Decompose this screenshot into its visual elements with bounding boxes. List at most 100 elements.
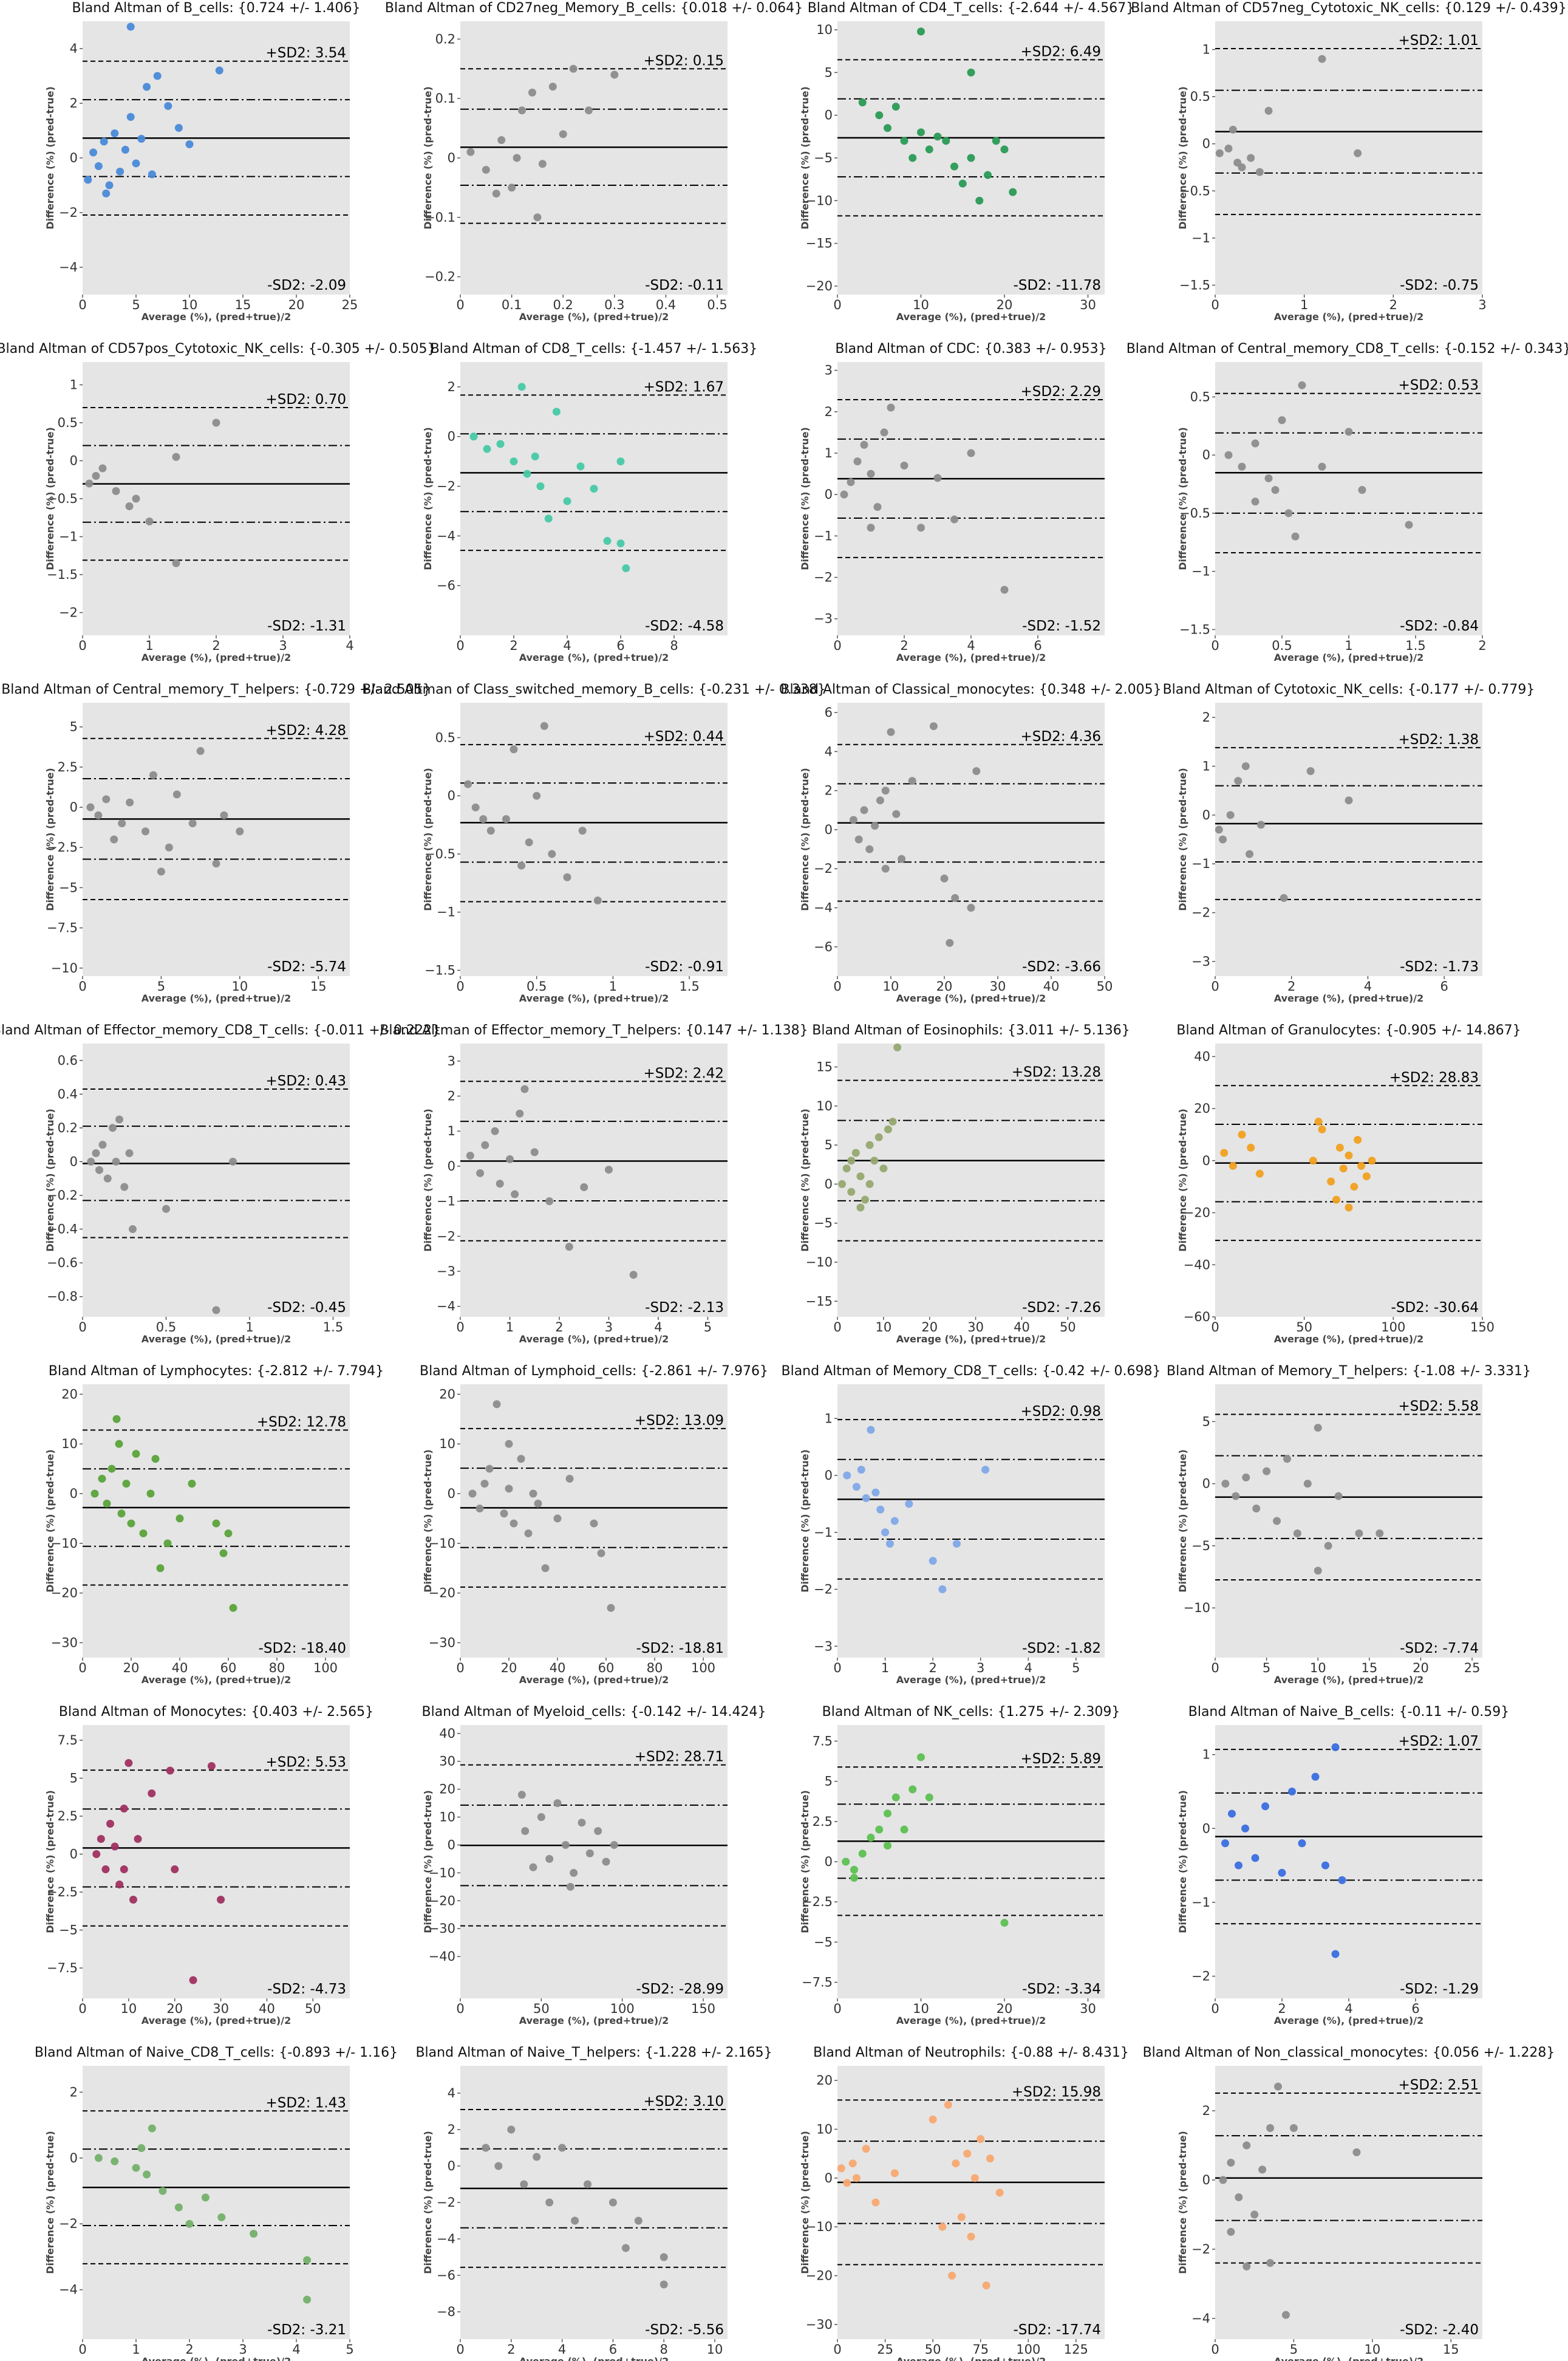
bland-altman-chart: Bland Altman of Central_memory_T_helpers… [1, 682, 431, 1004]
y-tick-label: −20 [429, 1893, 455, 1908]
sd2-lower-label: -SD2: -18.40 [259, 1641, 346, 1656]
chart-title: Bland Altman of Class_switched_memory_B_… [362, 682, 825, 697]
plot-area [837, 362, 1105, 635]
data-point [1242, 2262, 1251, 2270]
data-point [963, 2150, 972, 2158]
data-point [483, 445, 491, 453]
sd2-lower-label: -SD2: -5.74 [267, 959, 346, 975]
data-point [469, 432, 478, 441]
data-point [925, 145, 933, 154]
x-tick-label: 100 [1381, 1320, 1405, 1334]
sd2-lower-label: -SD2: -7.26 [1022, 1300, 1101, 1316]
data-point [518, 106, 527, 115]
x-tick-label: 10 [707, 2342, 723, 2357]
data-point [533, 213, 542, 222]
y-tick-label: −15 [806, 1294, 833, 1308]
data-point [1354, 1136, 1362, 1144]
y-axis-label: Difference (%) (pred-true) [422, 768, 434, 911]
data-point [523, 470, 531, 478]
data-point [111, 1842, 119, 1851]
data-point [1345, 1151, 1353, 1160]
plot-area [837, 1725, 1105, 1998]
sd2-upper-label: +SD2: 0.70 [266, 392, 347, 408]
data-point [141, 827, 150, 836]
data-point [1362, 1172, 1371, 1181]
chart-title: Bland Altman of Granulocytes: {-0.905 +/… [1176, 1023, 1521, 1038]
x-tick-label: 0 [1211, 2001, 1219, 2016]
sd2-upper-label: +SD2: 0.44 [644, 729, 724, 745]
y-tick-label: 0 [448, 1837, 455, 1852]
y-tick-label: 0 [825, 487, 833, 502]
x-tick-label: 150 [691, 2001, 715, 2016]
y-tick-label: 20 [1194, 1101, 1210, 1116]
chart-title: Bland Altman of CD27neg_Memory_B_cells: … [385, 1, 803, 16]
data-point [865, 1180, 874, 1188]
y-tick-label: −30 [429, 1921, 455, 1936]
data-point [215, 66, 223, 75]
data-point [520, 1085, 529, 1093]
x-tick-label: 1.5 [323, 1320, 343, 1334]
y-tick-label: 0 [825, 2171, 833, 2185]
data-point [126, 22, 135, 31]
data-point [1332, 1195, 1340, 1204]
data-point [865, 1141, 874, 1149]
chart-title: Bland Altman of Central_memory_CD8_T_cel… [1127, 341, 1568, 357]
data-point [887, 403, 895, 412]
x-tick-label: 0 [1211, 1661, 1219, 1675]
bland-altman-chart: Bland Altman of Lymphocytes: {-2.812 +/-… [44, 1364, 384, 1686]
data-point [552, 408, 561, 416]
y-axis-label: Difference (%) (pred-true) [1177, 1109, 1188, 1252]
sd2-lower-label: -SD2: -2.13 [645, 1300, 724, 1316]
x-axis-label: Average (%), (pred+true)/2 [519, 2015, 669, 2026]
y-axis-label: Difference (%) (pred-true) [422, 427, 434, 570]
bland-altman-chart: Bland Altman of Non_classical_monocytes:… [1143, 2045, 1555, 2361]
sd2-lower-label: -SD2: -0.84 [1400, 618, 1479, 634]
y-tick-label: 0 [448, 788, 455, 803]
y-tick-label: 0 [1202, 448, 1210, 462]
y-tick-label: 2 [70, 2085, 78, 2099]
data-point [876, 796, 884, 805]
plot-area [460, 703, 728, 976]
sd2-upper-label: +SD2: 4.28 [266, 723, 347, 739]
y-tick-label: 0 [70, 454, 78, 468]
data-point [946, 938, 954, 947]
plot-area [83, 703, 350, 976]
sd2-upper-label: +SD2: 2.29 [1021, 384, 1102, 400]
data-point [164, 102, 172, 110]
y-tick-label: 0 [825, 1177, 833, 1191]
data-point [950, 162, 958, 171]
y-tick-label: 2 [448, 1089, 455, 1104]
y-tick-label: 20 [439, 1782, 455, 1797]
data-point [1357, 1161, 1366, 1170]
bland-altman-chart: Bland Altman of CD27neg_Memory_B_cells: … [385, 1, 803, 323]
data-point [496, 1180, 504, 1188]
data-point [847, 1187, 856, 1196]
data-point [1278, 416, 1286, 425]
sd2-lower-label: -SD2: -0.11 [645, 278, 724, 293]
data-point [510, 745, 518, 754]
y-tick-label: −10 [51, 961, 78, 975]
sd2-upper-label: +SD2: 12.78 [257, 1414, 346, 1430]
plot-area [1215, 362, 1482, 635]
data-point [219, 1549, 228, 1557]
data-point [229, 1604, 237, 1612]
data-point [1241, 762, 1250, 770]
data-point [492, 190, 500, 198]
data-point [1334, 1492, 1343, 1500]
y-axis-label: Difference (%) (pred-true) [799, 1449, 811, 1593]
data-point [94, 162, 103, 170]
y-tick-label: −0.5 [47, 491, 78, 506]
x-tick-label: 2 [555, 1320, 563, 1334]
data-point [540, 722, 548, 730]
data-point [984, 171, 992, 179]
y-tick-label: −4 [59, 2283, 78, 2297]
x-tick-label: 5 [1072, 1661, 1080, 1675]
bland-altman-chart: Bland Altman of Myeloid_cells: {-0.142 +… [422, 1704, 766, 2026]
chart-title: Bland Altman of Effector_memory_T_helper… [380, 1023, 808, 1038]
data-point [850, 1873, 858, 1882]
data-point [982, 2281, 990, 2290]
data-point [505, 1155, 514, 1163]
y-tick-label: −5 [814, 1216, 833, 1231]
chart-title: Bland Altman of Classical_monocytes: {0.… [780, 682, 1161, 697]
data-point [94, 811, 103, 819]
